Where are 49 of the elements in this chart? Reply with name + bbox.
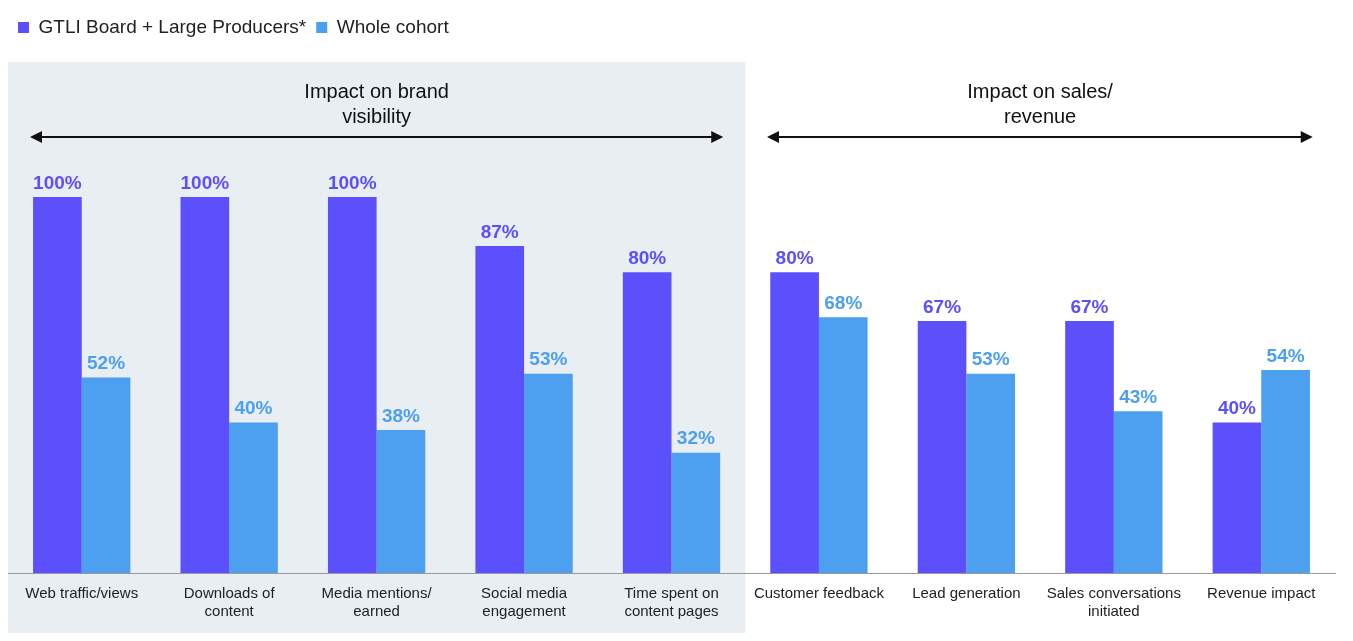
bar	[475, 245, 525, 573]
bar	[229, 422, 278, 573]
data-label: 80%	[775, 246, 814, 268]
bar	[622, 272, 672, 573]
x-tick-label: Social media engagement	[481, 584, 568, 620]
data-label: 68%	[824, 292, 863, 314]
data-label: 54%	[1266, 344, 1305, 366]
bar	[81, 377, 131, 573]
data-label: 80%	[628, 246, 667, 268]
data-label: 100%	[327, 171, 377, 193]
data-label: 53%	[971, 348, 1010, 370]
data-label: 67%	[923, 295, 962, 317]
data-label: 87%	[480, 220, 519, 242]
data-label: 100%	[33, 171, 82, 193]
bar	[917, 321, 967, 573]
bar	[327, 197, 377, 573]
data-label: 52%	[87, 352, 126, 374]
band-label: Impact on brand visibility	[304, 79, 449, 127]
x-tick-label: Time spent on content pages	[624, 584, 719, 620]
x-tick-label: Lead generation	[912, 584, 1021, 602]
data-label: 40%	[234, 397, 273, 419]
bar	[33, 197, 82, 573]
data-label: 43%	[1119, 386, 1158, 408]
x-tick-label: Revenue impact	[1207, 584, 1317, 602]
legend-label: GTLI Board + Large Producers*	[38, 15, 307, 37]
bar	[770, 272, 819, 573]
x-tick-label: Web traffic/views	[25, 584, 139, 602]
x-tick-label: Downloads of content	[183, 584, 276, 620]
bar	[671, 452, 721, 573]
bar	[524, 373, 573, 573]
data-label: 38%	[381, 404, 421, 426]
bar	[376, 430, 426, 573]
data-label: 32%	[676, 427, 715, 449]
bar	[180, 197, 230, 573]
x-tick-label: Sales conversations initiated	[1046, 584, 1181, 620]
bar	[818, 317, 868, 573]
data-label: 40%	[1217, 397, 1257, 419]
legend-label: Whole cohort	[336, 15, 450, 37]
bar	[1065, 321, 1114, 573]
data-label: 67%	[1070, 295, 1109, 317]
bar	[1261, 369, 1310, 573]
bar	[1212, 422, 1262, 573]
x-tick-label: Media mentions/ earned	[321, 584, 433, 620]
text: Impact on sales/ revenue	[967, 79, 1114, 127]
x-tick-label: Customer feedback	[753, 584, 885, 602]
bar	[1113, 411, 1163, 573]
bar	[966, 373, 1016, 573]
data-label: 53%	[529, 348, 568, 370]
data-label: 100%	[180, 171, 230, 193]
